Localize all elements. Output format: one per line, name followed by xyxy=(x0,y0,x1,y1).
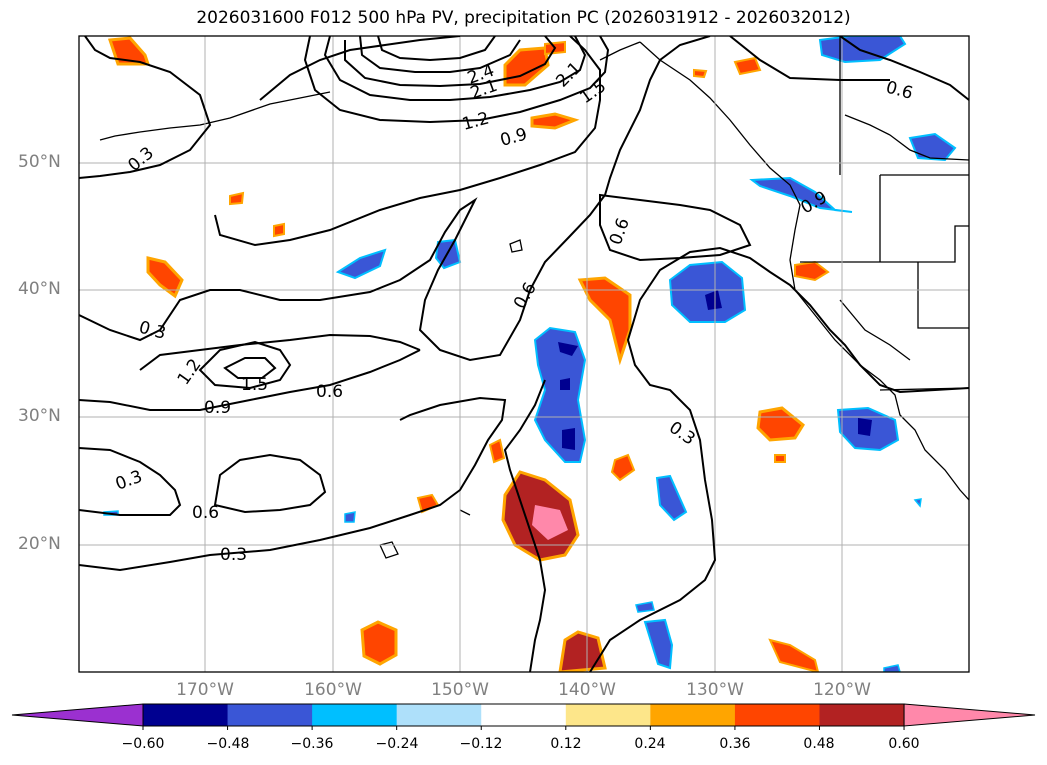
colorbar-segment xyxy=(819,704,905,726)
colorbar-tick: −0.36 xyxy=(290,736,334,752)
lat-label-40n: 40°N xyxy=(18,279,61,299)
contour-label: 0.9 xyxy=(204,398,231,418)
colorbar-extend-low xyxy=(11,703,144,727)
colorbar-segment xyxy=(481,704,567,726)
colorbar-extend-high xyxy=(903,703,1036,727)
colorbar-tick: −0.48 xyxy=(206,736,250,752)
colorbar-border xyxy=(142,703,905,727)
colorbar-tick: −0.12 xyxy=(459,736,503,752)
colorbar-segment xyxy=(565,704,651,726)
contour-label: 1.5 xyxy=(241,375,268,395)
contour-label: 0.6 xyxy=(192,503,219,523)
colorbar-tick: 0.48 xyxy=(803,736,835,752)
colorbar-segment xyxy=(396,704,482,726)
precip-positive-shading xyxy=(107,36,830,672)
lon-label-170w: 170°W xyxy=(176,680,234,700)
lat-label-30n: 30°N xyxy=(18,406,61,426)
lat-label-20n: 20°N xyxy=(18,534,61,554)
map-title: 2026031600 F012 500 hPa PV, precipitatio… xyxy=(196,8,851,28)
colorbar-tick: −0.60 xyxy=(121,736,165,752)
lon-label-150w: 150°W xyxy=(431,680,489,700)
lat-label-50n: 50°N xyxy=(18,152,61,172)
colorbar-tick: 0.24 xyxy=(634,736,666,752)
map-area xyxy=(79,36,969,672)
lon-label-130w: 130°W xyxy=(686,680,744,700)
colorbar-tick: −0.24 xyxy=(375,736,419,752)
lon-label-160w: 160°W xyxy=(304,680,362,700)
colorbar-segment xyxy=(312,704,398,726)
lon-label-120w: 120°W xyxy=(813,680,871,700)
colorbar-segment xyxy=(227,704,313,726)
colorbar-segment xyxy=(734,704,820,726)
map-border xyxy=(78,35,970,673)
contour-label: 0.3 xyxy=(220,545,247,565)
precip-negative-shading xyxy=(103,36,957,672)
colorbar-tick: 0.60 xyxy=(888,736,920,752)
colorbar-segment xyxy=(143,704,229,726)
colorbar-segment xyxy=(650,704,736,726)
pv-contours xyxy=(79,36,969,672)
lon-label-140w: 140°W xyxy=(558,680,616,700)
colorbar-tick: 0.36 xyxy=(719,736,751,752)
colorbar xyxy=(11,703,1036,730)
contour-label: 0.6 xyxy=(316,382,343,402)
colorbar-tick: 0.12 xyxy=(550,736,582,752)
graticule xyxy=(79,36,969,672)
